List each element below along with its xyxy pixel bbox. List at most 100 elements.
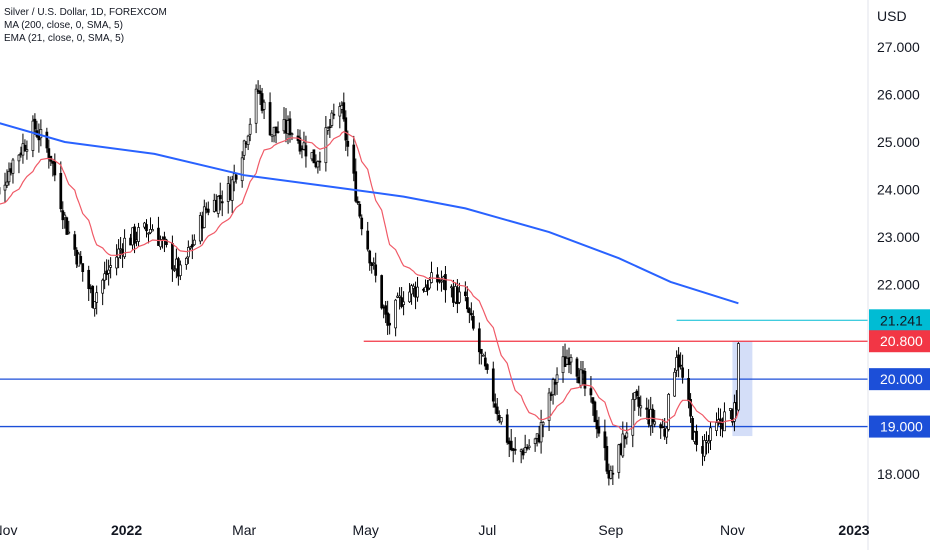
candle-body xyxy=(192,239,196,246)
candle-body xyxy=(695,430,698,445)
ema-indicator-label[interactable]: EMA (21, close, 0, SMA, 5) xyxy=(4,33,125,44)
candle-body xyxy=(605,446,609,472)
candle-body xyxy=(637,397,641,407)
candle-body xyxy=(133,226,136,244)
candle-body xyxy=(206,208,210,213)
candle-body xyxy=(254,88,258,124)
x-tick-label: 2022 xyxy=(111,522,142,538)
price-tag: 21.241 xyxy=(869,309,930,332)
candle-body xyxy=(288,118,292,136)
candle-body xyxy=(639,405,643,409)
candle-body xyxy=(703,440,706,457)
price-tag: 19.000 xyxy=(869,415,930,438)
candle-body xyxy=(388,322,391,326)
candle-body xyxy=(298,137,302,152)
candle-body xyxy=(67,231,71,234)
candle-body xyxy=(667,394,671,430)
candle-body xyxy=(242,140,246,156)
candle-body xyxy=(687,377,690,402)
candle-body xyxy=(326,127,330,131)
candle-body xyxy=(665,427,669,438)
candle-body xyxy=(332,113,336,116)
candle-body xyxy=(575,358,579,377)
candle-body xyxy=(450,286,453,289)
candle-body xyxy=(352,144,356,174)
candle-body xyxy=(444,274,447,291)
candle-body xyxy=(230,179,234,201)
candle-body xyxy=(733,402,736,422)
candle-body xyxy=(248,123,252,135)
candle-body xyxy=(123,237,126,258)
x-tick-label: Nov xyxy=(720,522,745,538)
candle-body xyxy=(216,196,220,214)
candle-body xyxy=(145,224,148,232)
candle-body xyxy=(179,264,182,276)
svg-text:20.000: 20.000 xyxy=(880,371,923,387)
candle-body xyxy=(87,269,91,289)
candle-body xyxy=(635,390,639,397)
candle-body xyxy=(258,90,262,94)
candle-body xyxy=(499,417,503,423)
candlestick-series xyxy=(0,80,740,486)
candle-body xyxy=(374,264,378,276)
candle-body xyxy=(402,301,405,305)
candle-body xyxy=(495,406,499,415)
y-tick-label: 24.000 xyxy=(877,181,920,197)
candle-body xyxy=(372,262,376,265)
highlight-box xyxy=(732,341,753,437)
candle-body xyxy=(464,291,467,297)
candle-body xyxy=(73,234,77,250)
candle-body xyxy=(651,408,655,423)
candle-body xyxy=(342,102,346,120)
candle-body xyxy=(394,299,397,329)
candle-body xyxy=(380,275,384,309)
candle-body xyxy=(477,328,481,353)
candle-body xyxy=(625,432,629,438)
candle-body xyxy=(338,106,342,117)
candle-body xyxy=(366,230,370,250)
symbol-title[interactable]: Silver / U.S. Dollar, 1D, FOREXCOM xyxy=(4,7,167,18)
candle-body xyxy=(31,120,35,151)
y-tick-label: 22.000 xyxy=(877,276,920,292)
candle-body xyxy=(410,285,413,295)
candle-body xyxy=(438,279,441,282)
candle-body xyxy=(45,131,49,149)
candle-body xyxy=(304,145,308,157)
candle-body xyxy=(25,149,29,152)
candle-body xyxy=(523,447,527,454)
candle-body xyxy=(631,398,635,436)
candle-body xyxy=(324,127,328,164)
candle-body xyxy=(234,174,238,180)
candle-body xyxy=(533,438,537,444)
y-tick-label: 26.000 xyxy=(877,87,920,103)
candle-body xyxy=(691,418,694,440)
candle-body xyxy=(470,312,473,316)
candle-body xyxy=(91,285,95,308)
candle-body xyxy=(316,161,320,168)
x-tick-label: Jul xyxy=(478,522,496,538)
candle-body xyxy=(549,394,553,396)
candle-body xyxy=(737,343,740,411)
y-tick-label: 27.000 xyxy=(877,39,920,55)
candle-body xyxy=(408,291,411,303)
candle-body xyxy=(59,172,63,210)
candle-body xyxy=(93,301,97,310)
candle-body xyxy=(356,201,360,204)
currency-label: USD xyxy=(877,8,907,24)
candle-body xyxy=(481,354,485,357)
ma-indicator-label[interactable]: MA (200, close, 0, SMA, 5) xyxy=(4,20,123,31)
candle-body xyxy=(645,407,649,410)
candle-body xyxy=(358,203,362,217)
candle-body xyxy=(107,269,110,274)
candle-body xyxy=(188,246,192,249)
candle-body xyxy=(466,297,469,310)
candle-body xyxy=(611,472,615,475)
ma-200-line xyxy=(0,122,739,305)
candle-body xyxy=(354,171,358,202)
svg-text:20.800: 20.800 xyxy=(880,333,923,349)
candle-body xyxy=(509,440,513,451)
candle-body xyxy=(621,433,625,457)
candle-body xyxy=(729,408,732,411)
price-tag: 20.000 xyxy=(869,368,930,391)
